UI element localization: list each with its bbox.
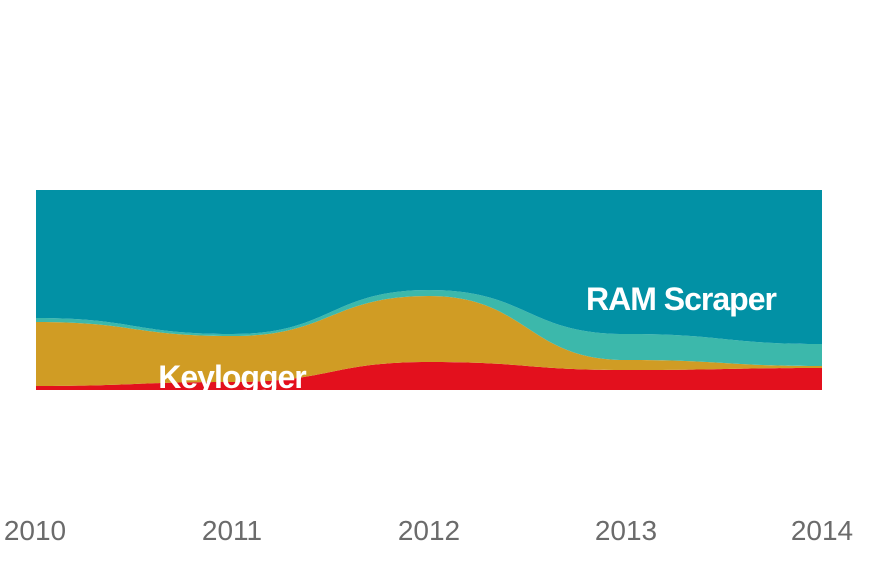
x-tick-label: 2014	[791, 515, 853, 546]
series-label-ram-scraper: RAM Scraper	[586, 281, 777, 317]
series-label-keylogger: Keylogger	[158, 359, 306, 395]
area-phishing	[36, 362, 822, 390]
x-tick-label: 2012	[398, 515, 460, 546]
series-labels: Credentials RAM Scraper Keylogger Phishi…	[158, 123, 777, 457]
area-credentials	[36, 190, 822, 344]
x-axis-ticks: 2010 2011 2012 2013 2014	[4, 515, 853, 546]
area-keylogger	[36, 296, 822, 386]
series-label-credentials: Credentials	[352, 123, 515, 159]
x-tick-label: 2013	[595, 515, 657, 546]
series-label-phishing: Phishing	[393, 421, 520, 457]
x-tick-label: 2011	[202, 515, 262, 546]
area-ram-scraper	[36, 290, 822, 366]
chart-areas	[36, 190, 822, 390]
x-tick-label: 2010	[4, 515, 66, 546]
